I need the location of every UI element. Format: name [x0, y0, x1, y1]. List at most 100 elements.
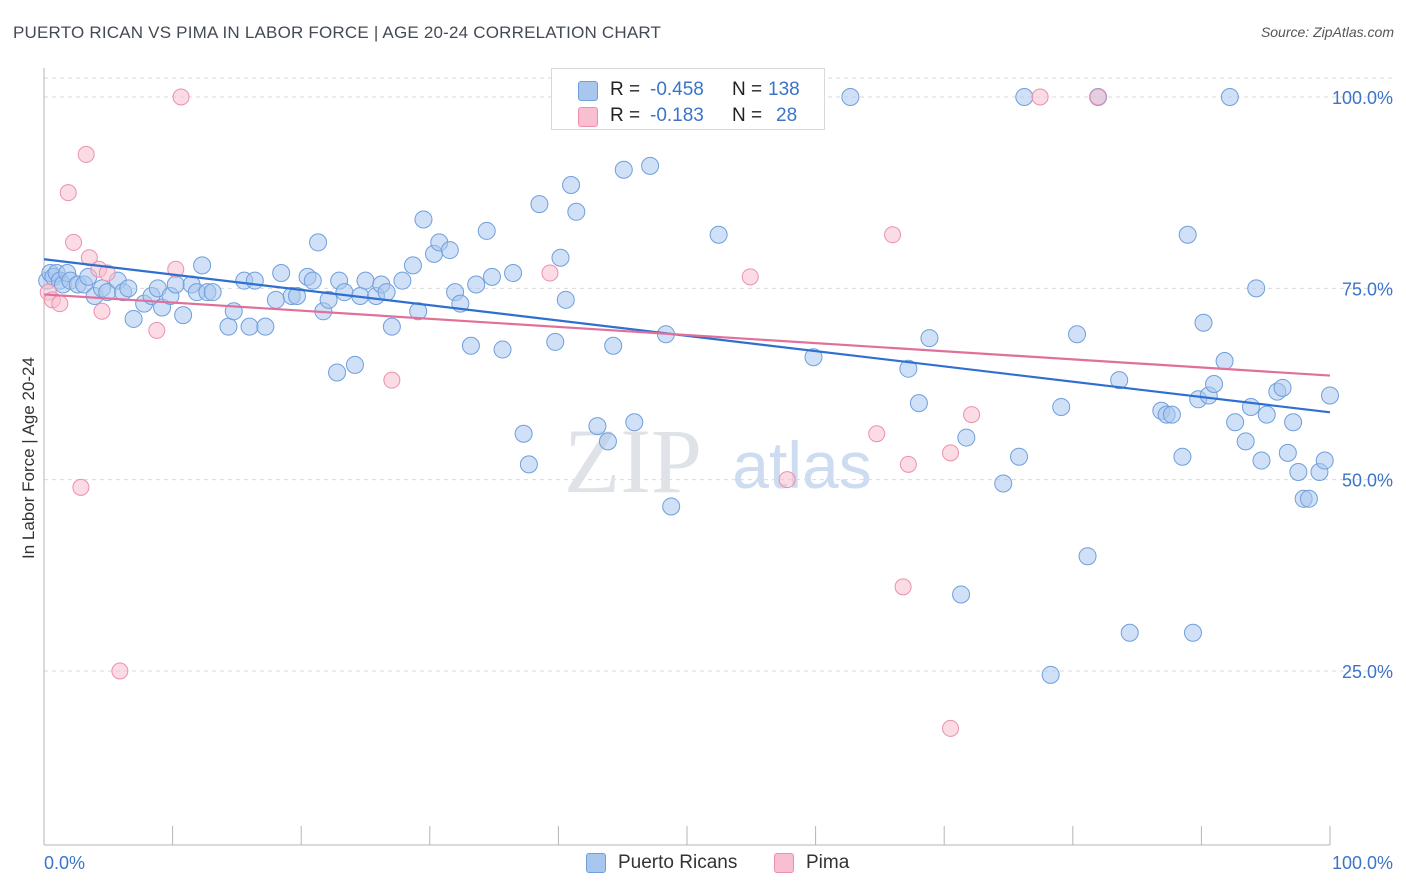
bottom-legend: Puerto Ricans Pima	[0, 852, 1406, 878]
data-point-puerto-ricans	[1162, 405, 1181, 424]
data-point-puerto-ricans	[1068, 325, 1087, 344]
data-point-puerto-ricans	[1041, 665, 1060, 684]
data-point-puerto-ricans	[1257, 405, 1276, 424]
data-point-puerto-ricans	[562, 176, 581, 195]
watermark: ZIP atlas	[564, 410, 872, 512]
source-label: Source: ZipAtlas.com	[1260, 24, 1394, 40]
y-tick-label: 50.0%	[1342, 471, 1393, 491]
legend-item-puerto-ricans: Puerto Ricans	[586, 852, 737, 874]
data-point-puerto-ricans	[1015, 88, 1034, 106]
data-point-puerto-ricans	[477, 221, 496, 240]
data-point-pima	[899, 455, 917, 473]
data-point-puerto-ricans	[319, 290, 338, 309]
data-point-puerto-ricans	[240, 317, 259, 336]
data-point-puerto-ricans	[546, 332, 565, 351]
trend-line-pima	[43, 293, 1331, 377]
pink-square-icon	[774, 853, 794, 873]
data-point-puerto-ricans	[1226, 413, 1245, 432]
data-point-puerto-ricans	[403, 256, 422, 275]
data-point-pima	[1089, 88, 1107, 106]
y-axis-label: In Labor Force | Age 20-24	[19, 357, 38, 559]
data-point-puerto-ricans	[1247, 279, 1266, 298]
data-point-puerto-ricans	[245, 271, 264, 290]
stat-n-value: 28	[776, 105, 798, 126]
series-puerto-ricans	[38, 88, 1339, 684]
y-tick-label: 25.0%	[1342, 662, 1393, 682]
data-point-puerto-ricans	[920, 329, 939, 348]
data-point-pima	[942, 719, 960, 737]
data-point-puerto-ricans	[287, 286, 306, 305]
data-point-puerto-ricans	[625, 413, 644, 432]
blue-square-icon	[578, 81, 598, 101]
data-point-puerto-ricans	[256, 317, 275, 336]
data-point-puerto-ricans	[519, 455, 538, 474]
data-point-pima	[963, 406, 981, 424]
data-point-puerto-ricans	[377, 283, 396, 302]
data-point-puerto-ricans	[604, 336, 623, 355]
data-point-pima	[167, 260, 185, 278]
data-point-pima	[894, 578, 912, 596]
data-point-puerto-ricans	[1010, 447, 1029, 466]
data-point-puerto-ricans	[952, 585, 971, 604]
data-point-puerto-ricans	[556, 290, 575, 309]
tick-labels: 25.0% 50.0% 75.0% 100.0% 0.0% 100.0%	[44, 88, 1393, 873]
data-point-puerto-ricans	[1273, 378, 1292, 397]
data-point-puerto-ricans	[1078, 547, 1097, 566]
chart-title: PUERTO RICAN VS PIMA IN LABOR FORCE | AG…	[13, 23, 662, 42]
data-point-pima	[111, 662, 129, 680]
data-point-puerto-ricans	[124, 309, 143, 328]
data-point-puerto-ricans	[530, 195, 549, 214]
data-point-pima	[383, 371, 401, 389]
stats-row-pima: R = -0.183 N = 28	[552, 103, 826, 129]
stats-row-puerto-ricans: R = -0.458 N = 138	[552, 77, 826, 103]
data-point-pima	[65, 233, 83, 251]
data-point-puerto-ricans	[899, 359, 918, 378]
data-point-puerto-ricans	[1284, 413, 1303, 432]
data-point-pima	[59, 184, 77, 202]
data-point-puerto-ricans	[219, 317, 238, 336]
data-point-puerto-ricans	[1289, 463, 1308, 482]
data-point-puerto-ricans	[335, 283, 354, 302]
data-point-puerto-ricans	[203, 283, 222, 302]
data-point-puerto-ricans	[567, 202, 586, 221]
data-point-puerto-ricans	[382, 317, 401, 336]
data-point-puerto-ricans	[1241, 397, 1260, 416]
data-point-puerto-ricans	[957, 428, 976, 447]
data-point-puerto-ricans	[328, 363, 347, 382]
data-point-pima	[72, 478, 90, 496]
data-point-puerto-ricans	[994, 474, 1013, 493]
data-point-puerto-ricans	[709, 225, 728, 244]
data-point-pima	[778, 471, 796, 489]
axes	[43, 68, 1331, 846]
data-point-puerto-ricans	[598, 432, 617, 451]
data-point-puerto-ricans	[909, 394, 928, 413]
x-tick-label: 0.0%	[44, 853, 85, 873]
data-point-pima	[77, 145, 95, 163]
data-point-puerto-ricans	[119, 279, 138, 298]
gridlines	[44, 77, 1395, 672]
data-point-puerto-ricans	[504, 264, 523, 283]
data-point-pima	[942, 444, 960, 462]
data-point-puerto-ricans	[1173, 447, 1192, 466]
data-point-pima	[148, 321, 166, 339]
trend-lines	[43, 258, 1331, 414]
data-point-puerto-ricans	[662, 497, 681, 516]
data-point-puerto-ricans	[551, 248, 570, 267]
data-point-puerto-ricans	[1236, 432, 1255, 451]
data-point-pima	[541, 264, 559, 282]
data-point-pima	[868, 425, 886, 443]
x-tick-label: 100.0%	[1332, 853, 1393, 873]
series-pima	[39, 88, 1107, 737]
data-point-puerto-ricans	[1252, 451, 1271, 470]
data-point-puerto-ricans	[174, 306, 193, 325]
watermark-atlas: atlas	[732, 428, 871, 502]
data-point-puerto-ricans	[414, 210, 433, 229]
data-point-puerto-ricans	[1215, 352, 1234, 371]
data-point-pima	[98, 264, 116, 282]
data-point-puerto-ricans	[461, 336, 480, 355]
stat-n-label: N =	[732, 105, 763, 126]
data-point-puerto-ricans	[1052, 397, 1071, 416]
data-point-pima	[1031, 88, 1049, 106]
data-point-pima	[93, 302, 111, 320]
